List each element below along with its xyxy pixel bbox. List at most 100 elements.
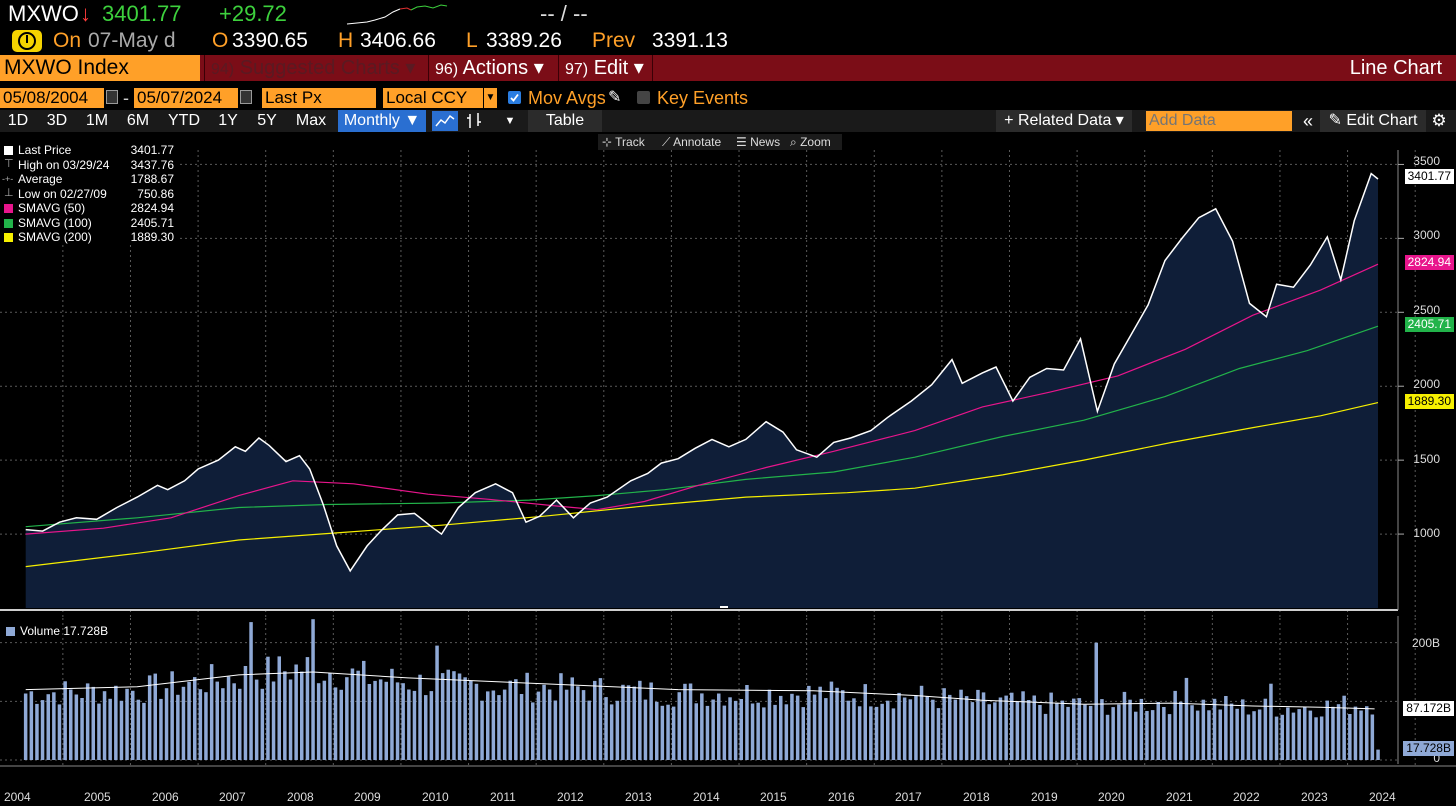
suggested-charts-menu[interactable]: 94) Suggested Charts ▾ [204, 55, 426, 81]
chart-type-dropdown-icon[interactable]: ▼ [504, 115, 516, 127]
volume-bar [841, 690, 845, 760]
volume-axis-label: 200B [1411, 636, 1440, 650]
volume-bar [936, 708, 941, 760]
volume-bar [846, 700, 851, 760]
volume-bar [1331, 706, 1335, 760]
volume-bar [1139, 698, 1144, 760]
volume-bar [1246, 714, 1251, 760]
frequency-dropdown[interactable]: Monthly ▼ [338, 110, 426, 132]
open-label: O [212, 29, 229, 52]
volume-bar [914, 695, 918, 760]
volume-bar [328, 673, 332, 760]
volume-bar [294, 664, 298, 760]
volume-bar [469, 680, 473, 760]
collapse-icon[interactable]: « [1302, 111, 1313, 131]
volume-bar [452, 671, 456, 760]
volume-bar [671, 706, 676, 760]
volume-legend: Volume 17.728B [4, 624, 124, 639]
period-6m-button[interactable]: 6M [126, 112, 150, 129]
security-field[interactable]: MXWO Index [0, 55, 200, 81]
volume-bar [1269, 683, 1273, 760]
volume-bar [1122, 691, 1127, 760]
volume-bar [688, 683, 693, 760]
currency-dropdown-icon[interactable]: ▼ [483, 88, 497, 108]
end-date-field[interactable]: 05/07/2024 [134, 88, 238, 108]
bar-chart-type-icon[interactable] [462, 111, 488, 131]
add-data-input[interactable] [1146, 111, 1292, 131]
volume-bar [542, 684, 546, 760]
volume-bar [1156, 702, 1160, 760]
period-1d-button[interactable]: 1D [7, 112, 29, 129]
volume-bar [959, 689, 963, 760]
volume-bar [700, 693, 704, 760]
table-button[interactable]: Table [528, 110, 602, 132]
period-5y-button[interactable]: 5Y [257, 112, 277, 129]
low-marker-icon: ⊥ [4, 186, 14, 199]
volume-bars [23, 619, 1380, 760]
volume-bar [1207, 710, 1211, 760]
volume-bar [288, 679, 293, 760]
annotate-tool[interactable]: ⟋ Annotate [662, 135, 722, 149]
volume-bar [643, 699, 648, 760]
start-date-field[interactable]: 05/08/2004 [0, 88, 104, 108]
price-line [25, 172, 1379, 573]
volume-bar [283, 671, 287, 760]
volume-bar [350, 668, 355, 760]
period-ytd-button[interactable]: YTD [168, 112, 200, 129]
track-tool[interactable]: ⊹ Track [602, 135, 645, 149]
line-chart-type-icon[interactable] [432, 111, 458, 131]
volume-bar [1162, 707, 1166, 760]
volume-bar [1325, 700, 1329, 760]
last-price-tag: 3401.77 [1404, 169, 1454, 184]
volume-bar [170, 671, 174, 760]
period-max-button[interactable]: Max [295, 112, 327, 129]
volume-bar [412, 690, 417, 760]
volume-bar [271, 681, 276, 760]
volume-ma-tag: 87.172B [1403, 701, 1454, 716]
volume-bar [1150, 710, 1155, 760]
start-calendar-icon[interactable] [106, 90, 118, 104]
end-calendar-icon[interactable] [240, 90, 252, 104]
edit-menu[interactable]: 97) Edit ▾ [558, 55, 652, 81]
key-events-label[interactable]: Key Events [657, 88, 749, 108]
volume-bar [891, 708, 896, 760]
actions-menu[interactable]: 96) Actions ▾ [428, 55, 556, 81]
period-3d-button[interactable]: 3D [46, 112, 68, 129]
volume-bar [114, 685, 118, 760]
period-1m-button[interactable]: 1M [85, 112, 109, 129]
gear-icon[interactable]: ⚙ [1431, 111, 1447, 130]
year-axis-label: 2023 [1301, 790, 1328, 804]
key-events-checkbox[interactable] [637, 91, 650, 104]
zoom-tool[interactable]: ⌕ Zoom [790, 135, 831, 149]
volume-bar [801, 707, 805, 760]
year-axis-label: 2021 [1166, 790, 1193, 804]
volume-bar [260, 688, 265, 760]
related-data-button[interactable]: + Related Data ▾ [996, 110, 1132, 132]
volume-bar [536, 691, 541, 760]
prev-value: 3391.13 [652, 29, 728, 52]
mov-avgs-label[interactable]: Mov Avgs [528, 88, 606, 108]
chart-area[interactable]: ⊹ Track ⟋ Annotate ☰ News ⌕ Zoom Last Pr… [0, 132, 1456, 806]
mov-avgs-checkbox[interactable] [508, 91, 521, 104]
price-chart[interactable] [0, 132, 1456, 806]
volume-bar [779, 695, 783, 760]
volume-bar [457, 673, 462, 760]
legend-item-last-price: Last Price 3401.77 [0, 143, 178, 158]
edit-chart-button[interactable]: ✎ Edit Chart [1320, 110, 1426, 132]
price-field-select[interactable]: Last Px [262, 88, 376, 108]
volume-bar [254, 679, 259, 760]
volume-bar [711, 699, 715, 760]
volume-bar [249, 622, 253, 760]
pencil-icon[interactable]: ✎ [608, 89, 622, 106]
volume-bar [435, 645, 439, 760]
volume-bar [1280, 714, 1284, 760]
volume-bar [401, 683, 405, 760]
volume-bar [142, 702, 146, 760]
volume-bar [1083, 704, 1087, 760]
volume-bar [587, 700, 591, 760]
news-tool[interactable]: ☰ News [736, 135, 781, 149]
on-label: On [53, 29, 82, 52]
currency-select[interactable]: Local CCY [383, 88, 483, 108]
period-1y-button[interactable]: 1Y [218, 112, 238, 129]
volume-bar [818, 686, 822, 760]
